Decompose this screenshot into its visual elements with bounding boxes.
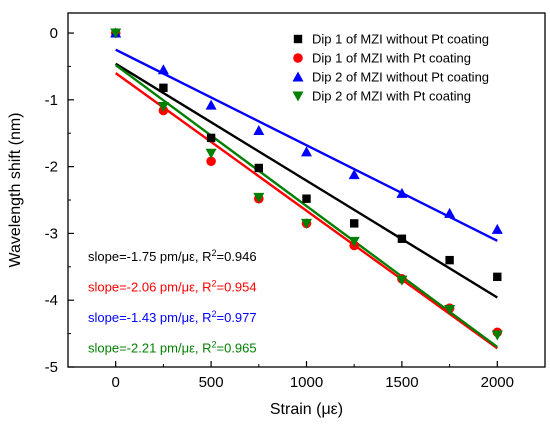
data-point-series-1: [445, 255, 454, 265]
data-point-series-3: [301, 146, 312, 157]
legend-marker-series-2: [293, 53, 303, 63]
slope-annotations: slope=-1.75 pm/με, R2=0.946 slope=-2.06 p…: [88, 248, 257, 356]
x-tick-label: 1500: [385, 374, 418, 391]
data-point-series-4: [396, 275, 408, 286]
legend-marker-series-4: [292, 91, 304, 102]
y-tick-label: -3: [45, 225, 58, 242]
slope-annotation-series-2: slope=-2.06 pm/με, R2=0.954: [88, 279, 257, 295]
slope-annotation-series-4: slope=-2.21 pm/με, R2=0.965: [88, 340, 257, 356]
legend-marker-series-1: [293, 34, 303, 44]
fit-line-series-4: [114, 64, 499, 348]
data-point-series-2: [206, 156, 216, 167]
fit-line-series-3: [115, 48, 498, 242]
data-point-series-4: [348, 236, 360, 247]
data-points-group: [110, 27, 503, 341]
data-point-series-3: [157, 64, 169, 75]
data-point-series-4: [205, 148, 217, 159]
legend-label-series-1: Dip 1 of MZI without Pt coating: [312, 32, 489, 47]
data-point-series-3: [444, 207, 456, 218]
legend-label-series-2: Dip 1 of MZI with Pt coating: [312, 51, 471, 66]
data-point-series-4: [110, 28, 122, 39]
legend: Dip 1 of MZI without Pt coating Dip 1 of …: [292, 32, 489, 104]
data-point-series-3: [348, 169, 360, 180]
legend-label-series-3: Dip 2 of MZI without Pt coating: [312, 70, 489, 85]
data-point-series-1: [302, 194, 311, 203]
legend-label-series-4: Dip 2 of MZI with Pt coating: [312, 89, 471, 104]
data-point-series-4: [301, 218, 312, 229]
y-tick-label: -4: [45, 292, 58, 309]
data-point-series-1: [350, 219, 359, 228]
x-tick-label: 1000: [290, 374, 323, 391]
x-tick-label: 500: [199, 374, 224, 391]
y-axis-title: Wavelength shift (nm): [7, 112, 24, 267]
y-tick-label: -5: [45, 359, 58, 376]
data-point-series-3: [491, 223, 503, 234]
fit-line-series-2: [114, 72, 499, 350]
legend-marker-series-3: [292, 71, 304, 82]
x-tick-label: 2000: [481, 374, 514, 391]
data-point-series-1: [493, 272, 502, 282]
data-point-series-3: [253, 125, 265, 136]
fit-line-series-1: [115, 62, 498, 299]
data-point-series-3: [396, 187, 408, 198]
data-point-series-4: [253, 192, 265, 203]
data-point-series-1: [254, 163, 263, 173]
slope-annotation-series-3: slope=-1.43 pm/με, R2=0.977: [88, 309, 257, 325]
data-point-series-4: [491, 330, 503, 341]
y-tick-label: 0: [50, 25, 58, 42]
data-point-series-3: [205, 99, 217, 110]
y-tick-label: -1: [45, 92, 58, 109]
fit-lines-group: [114, 48, 499, 350]
data-point-series-1: [159, 83, 168, 93]
y-tick-label: -2: [45, 159, 58, 176]
data-point-series-1: [397, 234, 407, 243]
axis-ticks-group: 0 500 1000 1500 2000 0 -1 -2 -3 -4 -5: [45, 25, 514, 391]
x-tick-label: 0: [112, 374, 120, 391]
data-point-series-4: [444, 305, 456, 316]
x-axis-title: Strain (με): [270, 401, 343, 418]
data-point-series-4: [157, 102, 169, 113]
data-point-series-1: [206, 133, 216, 143]
slope-annotation-series-1: slope=-1.75 pm/με, R2=0.946: [88, 248, 257, 264]
